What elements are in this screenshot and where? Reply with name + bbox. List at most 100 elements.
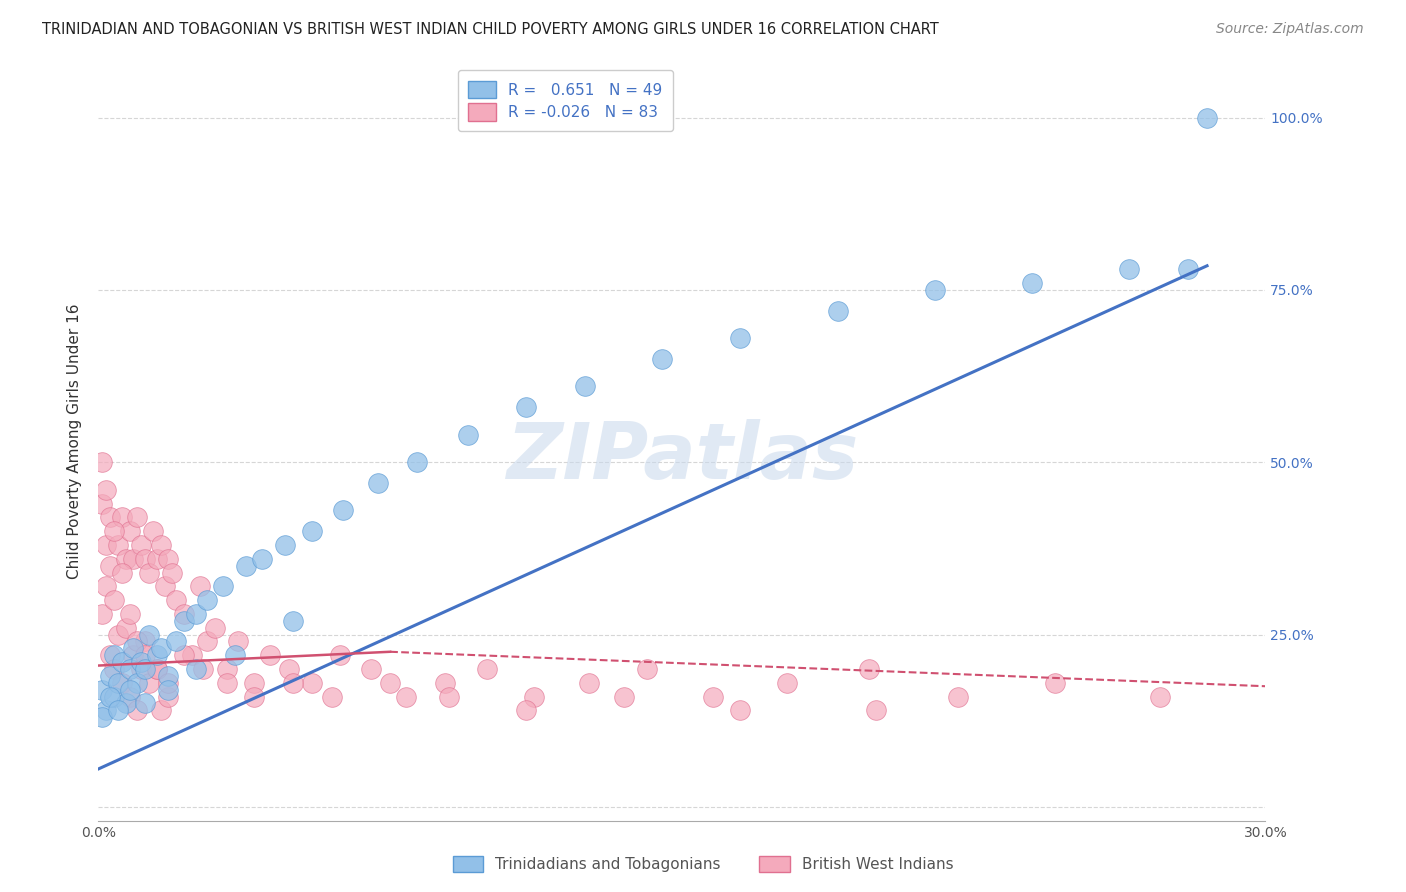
Point: [114, 551, 136, 566]
Point: [180, 648, 202, 663]
Point: [215, 675, 238, 690]
Point: [149, 703, 172, 717]
Point: [96, 579, 118, 593]
Point: [574, 379, 596, 393]
Point: [613, 690, 636, 704]
Point: [259, 648, 281, 663]
Point: [127, 703, 149, 717]
Point: [162, 566, 184, 580]
Point: [111, 675, 134, 690]
Point: [924, 283, 946, 297]
Point: [195, 593, 218, 607]
Point: [380, 675, 402, 690]
Point: [523, 690, 546, 704]
Point: [184, 607, 207, 621]
Point: [103, 648, 125, 663]
Point: [173, 614, 195, 628]
Point: [274, 538, 297, 552]
Point: [96, 703, 118, 717]
Point: [165, 634, 187, 648]
Point: [103, 593, 125, 607]
Point: [129, 655, 152, 669]
Point: [215, 662, 238, 676]
Point: [730, 703, 752, 717]
Point: [98, 669, 121, 683]
Point: [127, 634, 149, 648]
Point: [437, 690, 460, 704]
Text: Source: ZipAtlas.com: Source: ZipAtlas.com: [1216, 22, 1364, 37]
Point: [129, 538, 152, 552]
Point: [1045, 675, 1067, 690]
Point: [122, 641, 145, 656]
Point: [157, 675, 180, 690]
Point: [578, 675, 600, 690]
Point: [111, 510, 134, 524]
Point: [127, 675, 149, 690]
Point: [91, 497, 114, 511]
Text: TRINIDADIAN AND TOBAGONIAN VS BRITISH WEST INDIAN CHILD POVERTY AMONG GIRLS UNDE: TRINIDADIAN AND TOBAGONIAN VS BRITISH WE…: [42, 22, 939, 37]
Point: [193, 662, 215, 676]
Point: [138, 627, 160, 641]
Point: [204, 621, 226, 635]
Point: [118, 682, 141, 697]
Point: [228, 634, 250, 648]
Point: [107, 538, 129, 552]
Point: [103, 662, 125, 676]
Point: [858, 662, 880, 676]
Point: [776, 675, 799, 690]
Point: [91, 607, 114, 621]
Point: [406, 455, 429, 469]
Point: [865, 703, 887, 717]
Point: [281, 614, 304, 628]
Point: [730, 331, 752, 345]
Point: [321, 690, 343, 704]
Point: [118, 690, 141, 704]
Point: [301, 524, 323, 538]
Point: [367, 475, 389, 490]
Point: [107, 703, 129, 717]
Point: [149, 641, 172, 656]
Point: [134, 697, 156, 711]
Point: [146, 662, 169, 676]
Point: [250, 551, 273, 566]
Point: [1177, 262, 1199, 277]
Point: [114, 621, 136, 635]
Point: [91, 455, 114, 469]
Point: [129, 662, 152, 676]
Legend: R =   0.651   N = 49, R = -0.026   N = 83: R = 0.651 N = 49, R = -0.026 N = 83: [457, 70, 673, 131]
Point: [91, 682, 114, 697]
Point: [111, 655, 134, 669]
Point: [457, 427, 479, 442]
Point: [477, 662, 499, 676]
Point: [138, 675, 160, 690]
Point: [107, 675, 129, 690]
Point: [243, 675, 266, 690]
Point: [224, 648, 246, 663]
Point: [103, 524, 125, 538]
Point: [1149, 690, 1171, 704]
Point: [184, 662, 207, 676]
Point: [157, 669, 180, 683]
Point: [134, 551, 156, 566]
Point: [146, 662, 169, 676]
Point: [96, 483, 118, 497]
Point: [278, 662, 301, 676]
Point: [243, 690, 266, 704]
Point: [157, 551, 180, 566]
Point: [1195, 111, 1218, 125]
Point: [195, 634, 218, 648]
Point: [153, 579, 176, 593]
Point: [107, 627, 129, 641]
Point: [134, 634, 156, 648]
Point: [157, 690, 180, 704]
Point: [173, 648, 195, 663]
Point: [138, 566, 160, 580]
Point: [111, 566, 134, 580]
Point: [98, 648, 121, 663]
Point: [122, 551, 145, 566]
Point: [157, 682, 180, 697]
Point: [122, 648, 145, 663]
Text: ZIPatlas: ZIPatlas: [506, 418, 858, 495]
Point: [103, 690, 125, 704]
Point: [1021, 276, 1043, 290]
